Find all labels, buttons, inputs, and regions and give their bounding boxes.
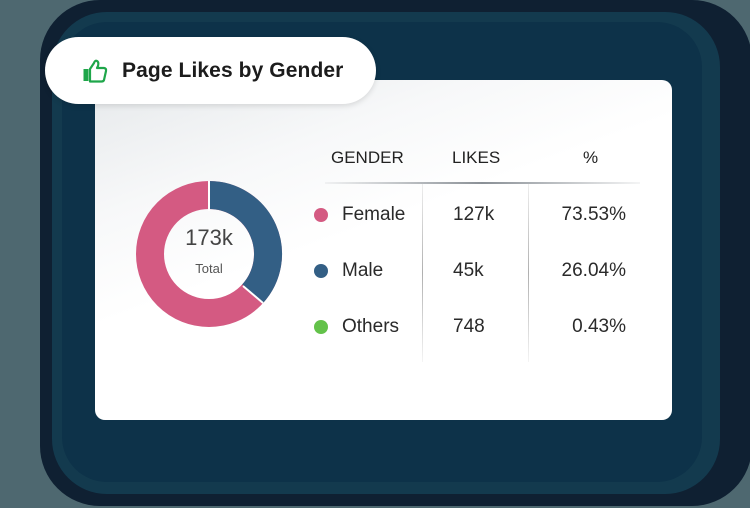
- donut-total-label: Total: [195, 260, 223, 276]
- donut-center: 173k Total: [136, 181, 282, 327]
- donut-segment-male[interactable]: [208, 181, 283, 304]
- row-gender: Female: [342, 204, 406, 225]
- column-header-likes: LIKES: [452, 148, 501, 167]
- donut-chart: [136, 181, 283, 327]
- table-row-female: Female 127k 73.53%: [300, 200, 640, 230]
- row-gender: Male: [342, 260, 384, 281]
- table-row-others: Others 748 0.43%: [300, 312, 640, 342]
- column-divider: [422, 184, 423, 362]
- page-title: Page Likes by Gender: [122, 58, 344, 82]
- legend-dot-female: [314, 208, 328, 222]
- row-likes: 748: [453, 316, 485, 337]
- column-header-percent: %: [583, 148, 599, 167]
- card-title-pill: Page Likes by Gender: [45, 37, 376, 104]
- row-percent: 0.43%: [572, 316, 626, 337]
- row-percent: 73.53%: [561, 204, 626, 225]
- row-percent: 26.04%: [561, 260, 626, 281]
- table-row-male: Male 45k 26.04%: [300, 256, 640, 286]
- stats-card: [95, 80, 672, 420]
- row-gender: Others: [342, 316, 400, 337]
- column-divider: [528, 184, 529, 362]
- donut-total-value: 173k: [185, 224, 233, 250]
- thumbs-up-icon: [82, 58, 108, 84]
- row-likes: 45k: [453, 260, 484, 281]
- legend-dot-male: [314, 264, 328, 278]
- column-header-gender: GENDER: [331, 148, 404, 167]
- header-divider: [325, 182, 640, 184]
- row-likes: 127k: [453, 204, 495, 225]
- legend-dot-others: [314, 320, 328, 334]
